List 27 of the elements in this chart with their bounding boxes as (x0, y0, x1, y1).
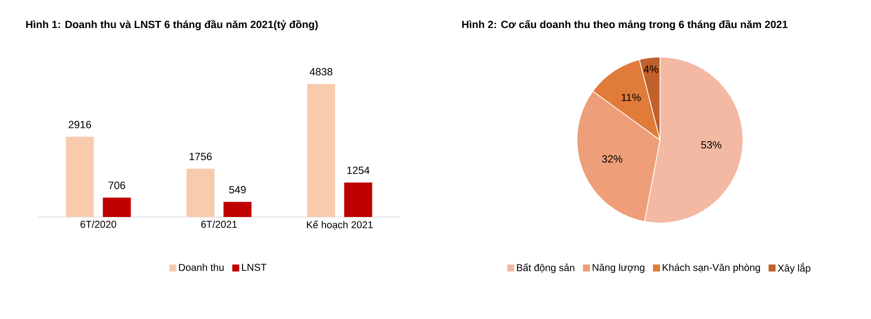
data-label: 549 (229, 186, 246, 194)
bar (224, 202, 252, 217)
x-tick-label: Kế hoạch 2021 (306, 220, 373, 230)
data-label: 32% (602, 155, 622, 163)
bar (344, 182, 372, 217)
legend-label: Năng lượng (592, 264, 644, 273)
data-label: 11% (622, 94, 641, 102)
legend-label: LNST (242, 264, 266, 271)
legend-label: Xây lắp (778, 262, 810, 274)
data-label: 4838 (310, 68, 332, 76)
x-tick-label: 6T/2021 (201, 220, 237, 228)
bar (307, 84, 336, 217)
data-label: 2916 (68, 120, 92, 128)
data-label: 706 (108, 182, 126, 190)
chart-title: Hình 1: Doanh thu và LNST 6 tháng đầu năm 2021(tỷ đồng) (26, 20, 318, 30)
chart-title: Hình 2: Cơ cấu doanh thu theo mảng trong 6 tháng đầu năm 2021 (462, 20, 788, 30)
data-label: 1254 (347, 166, 370, 174)
bar (186, 168, 214, 217)
x-tick-label: 6T/2020 (80, 220, 116, 228)
legend-label: Khách sạn-Văn phòng (662, 264, 760, 273)
bar (102, 198, 131, 217)
data-label: 4% (644, 66, 658, 73)
data-label: 1756 (190, 152, 212, 160)
data-label: 53% (701, 141, 722, 149)
legend-label: Doanh thu (179, 264, 224, 271)
legend-label: Bất động sản (517, 263, 574, 274)
bar (66, 136, 94, 217)
